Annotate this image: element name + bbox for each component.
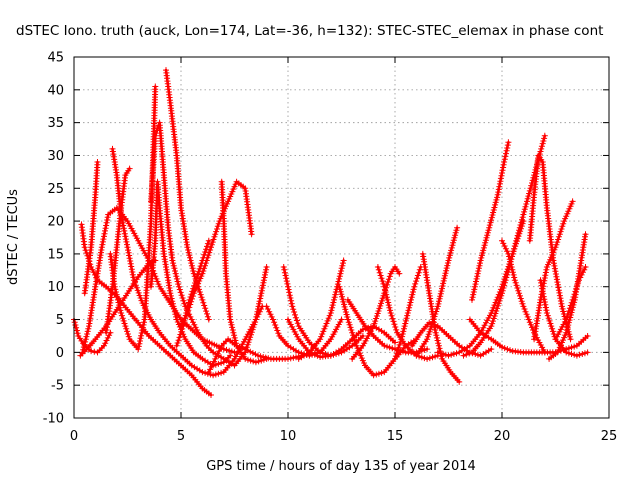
plus-markers <box>344 296 431 356</box>
x-tick-label: 5 <box>177 429 185 444</box>
plus-markers <box>499 237 548 356</box>
series-line <box>164 68 211 321</box>
series-line <box>421 252 461 384</box>
plus-markers <box>173 237 212 349</box>
plus-markers <box>349 264 403 362</box>
plus-markers <box>392 264 424 362</box>
series-markers <box>392 264 424 362</box>
series-markers <box>173 237 212 349</box>
y-tick-label: -5 <box>51 379 64 394</box>
series-markers <box>537 277 591 359</box>
series-markers <box>469 139 512 303</box>
y-tick-label: 15 <box>47 247 64 262</box>
y-tick-label: 25 <box>47 182 64 197</box>
series-markers <box>218 178 270 366</box>
y-axis-label: dSTEC / TECUs <box>6 189 21 285</box>
plus-markers <box>537 277 591 359</box>
y-tick-label: 5 <box>56 313 64 328</box>
x-tick-label: 15 <box>387 429 404 444</box>
series-markers <box>419 250 463 385</box>
y-tick-label: 35 <box>47 116 64 131</box>
x-tick-label: 10 <box>280 429 297 444</box>
series-markers <box>344 296 431 356</box>
series-line <box>220 180 268 364</box>
x-tick-label: 0 <box>70 429 78 444</box>
series-line <box>297 259 345 361</box>
y-tick-label: 45 <box>47 51 64 66</box>
plus-markers <box>295 257 347 362</box>
series-markers <box>148 178 234 369</box>
plus-markers <box>148 119 270 369</box>
plus-markers <box>148 178 234 369</box>
series-markers <box>295 257 347 362</box>
plus-markers <box>469 139 512 303</box>
x-tick-label: 20 <box>494 429 511 444</box>
series-markers <box>148 119 270 369</box>
plus-markers <box>336 283 420 379</box>
x-tick-label: 25 <box>601 429 618 444</box>
series-markers <box>413 224 461 359</box>
chart-title: dSTEC Iono. truth (auck, Lon=174, Lat=-3… <box>16 23 603 39</box>
plus-markers <box>81 159 101 297</box>
y-tick-label: 30 <box>47 149 64 164</box>
plus-markers <box>109 145 266 379</box>
series-line <box>282 265 365 357</box>
x-axis-label: GPS time / hours of day 135 of year 2014 <box>206 459 476 474</box>
plus-markers <box>218 178 270 366</box>
series-markers <box>81 159 101 297</box>
series-markers <box>499 237 548 356</box>
y-tick-label: 10 <box>47 280 64 295</box>
y-tick-label: -10 <box>43 412 64 427</box>
plus-markers <box>374 264 441 362</box>
axis-ticks: 0 5 10 15 20 25 -10 -5 0 5 10 15 20 25 30 35 40 45 <box>43 51 618 445</box>
y-tick-label: 0 <box>56 346 64 361</box>
plus-markers <box>413 224 461 359</box>
plus-markers <box>163 67 212 323</box>
series-markers <box>374 264 441 362</box>
plus-markers <box>419 250 463 385</box>
data-series <box>71 67 591 398</box>
plus-markers <box>552 264 589 343</box>
y-tick-label: 20 <box>47 215 64 230</box>
series-markers <box>163 67 212 323</box>
series-markers <box>109 145 266 379</box>
series-markers <box>552 264 589 343</box>
series-markers <box>336 283 420 379</box>
plot-frame <box>73 56 610 419</box>
series-markers <box>349 264 403 362</box>
y-tick-label: 40 <box>47 83 64 98</box>
